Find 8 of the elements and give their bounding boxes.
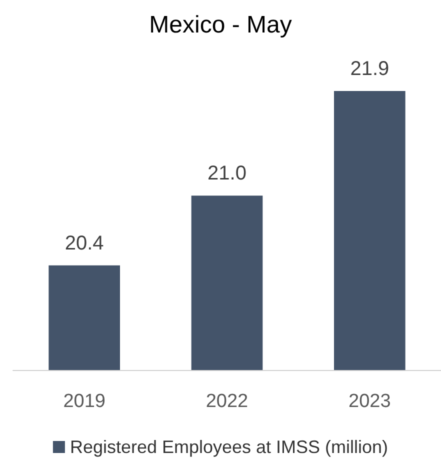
- data-label: 21.0: [208, 162, 246, 185]
- x-tick-label: 2019: [63, 391, 106, 412]
- x-tick-label: 2022: [206, 391, 248, 412]
- data-label: 21.9: [350, 58, 390, 80]
- legend-label: Registered Employees at IMSS (million): [70, 437, 388, 457]
- data-label: 20.4: [64, 232, 104, 254]
- chart-title: Mexico - May: [149, 12, 292, 38]
- x-tick-label: 2023: [348, 391, 391, 412]
